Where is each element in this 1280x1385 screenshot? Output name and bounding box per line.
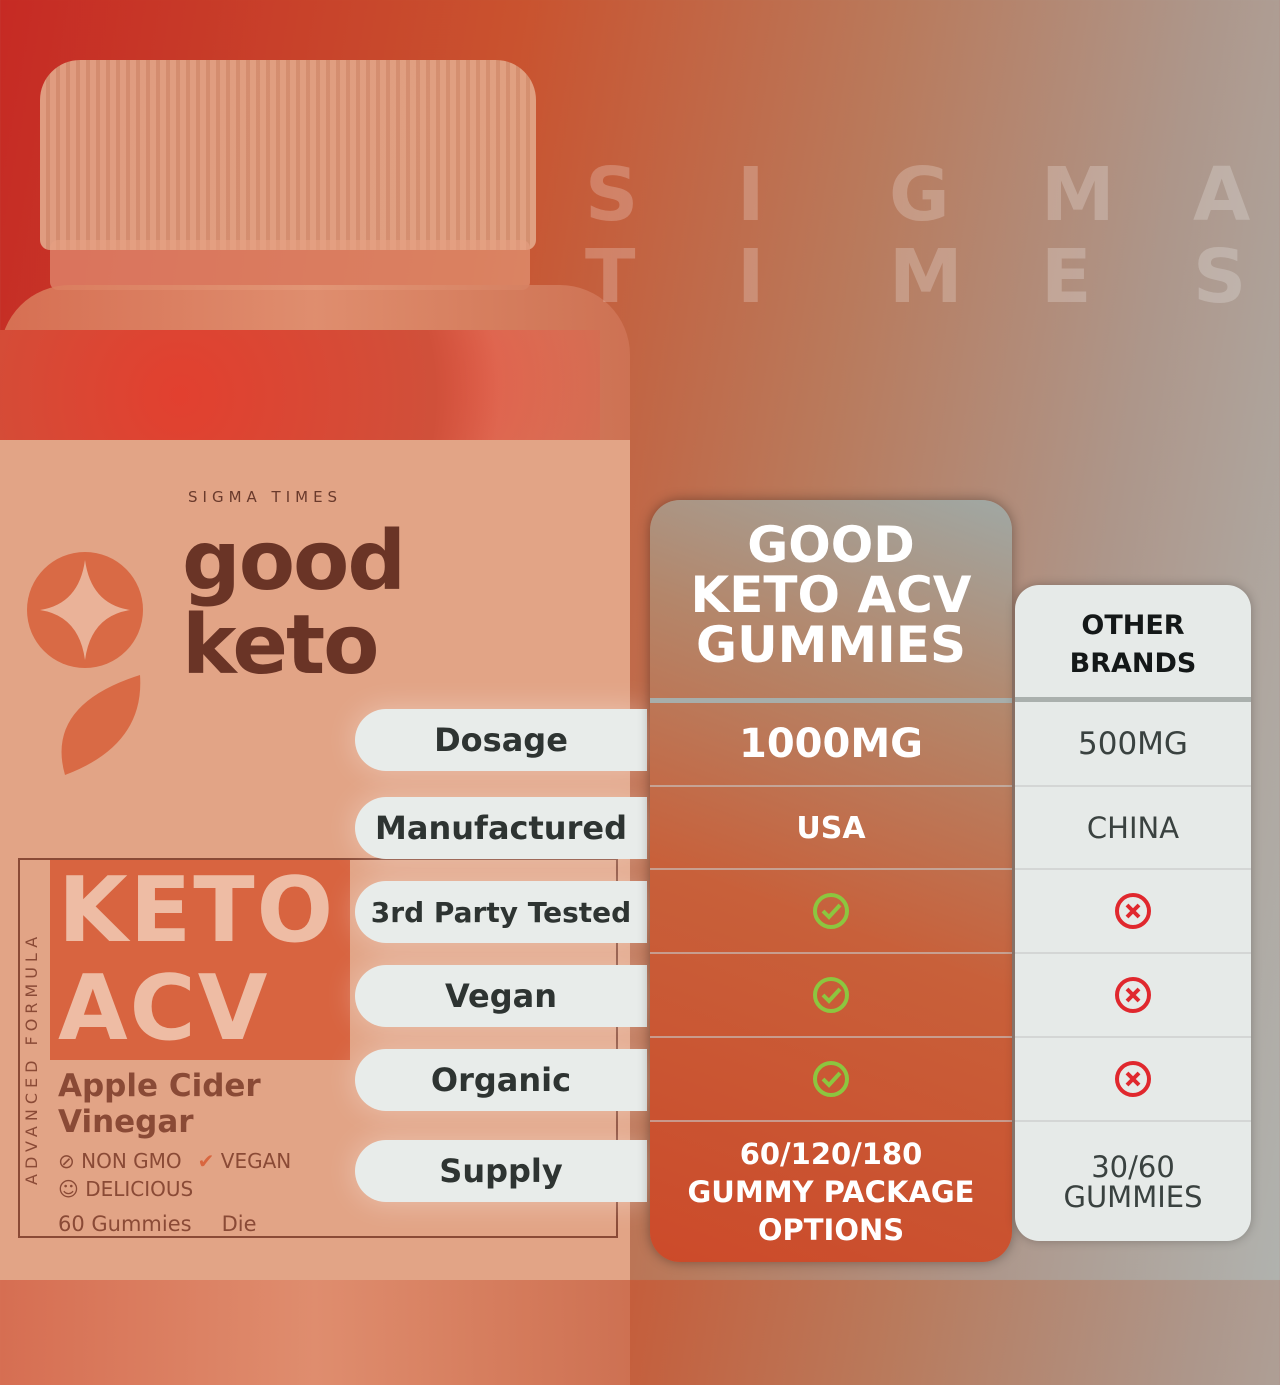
other-3rd-party — [1015, 868, 1251, 952]
smile-icon: ☺ — [58, 1177, 79, 1201]
good-supply: 60/120/180 GUMMY PACKAGE OPTIONS — [650, 1120, 1012, 1262]
other-manufactured: CHINA — [1015, 785, 1251, 869]
x-circle-icon — [1115, 1061, 1151, 1097]
good-manufactured: USA — [650, 785, 1012, 869]
other-vegan — [1015, 952, 1251, 1036]
good-3rd-party — [650, 868, 1012, 952]
good-dosage: 1000MG — [650, 698, 1012, 784]
row-label-supply: Supply — [355, 1140, 647, 1202]
row-label-vegan: Vegan — [355, 965, 647, 1027]
brand-name: good keto — [182, 514, 406, 693]
feature-delicious: ☺ DELICIOUS — [58, 1177, 194, 1201]
good-vegan — [650, 952, 1012, 1036]
label-bottom-row: 60 Gummies Die — [58, 1210, 346, 1238]
check-circle-icon — [813, 977, 849, 1013]
other-supply: 30/60 GUMMIES — [1015, 1120, 1251, 1241]
product-name: KETO ACV — [58, 858, 336, 1061]
other-dosage: 500MG — [1015, 697, 1251, 785]
product-subtitle: Apple Cider Vinegar — [58, 1068, 261, 1140]
leaf-icon: ✔ — [197, 1149, 215, 1173]
bottle-neck — [50, 240, 530, 290]
logo-icon — [27, 552, 143, 775]
feature-list: ⊘ NON GMO ✔ VEGAN ☺ DELICIOUS — [58, 1148, 346, 1202]
label-partial: Die — [221, 1212, 257, 1236]
other-organic — [1015, 1036, 1251, 1120]
row-label-organic: Organic — [355, 1049, 647, 1111]
other-brands-column: OTHER BRANDS 500MG CHINA 30/60 GUMMIES — [1015, 585, 1251, 1241]
good-keto-column: GOOD KETO ACV GUMMIES 1000MG USA 60/120/18… — [650, 500, 1012, 1262]
check-circle-icon — [813, 1061, 849, 1097]
non-gmo-icon: ⊘ — [58, 1149, 75, 1173]
feature-vegan: ✔ VEGAN — [197, 1149, 292, 1173]
feature-non-gmo: ⊘ NON GMO — [58, 1149, 182, 1173]
gummy-count: 60 Gummies — [58, 1212, 192, 1236]
other-brands-header: OTHER BRANDS — [1069, 610, 1197, 679]
bottle-cap — [40, 60, 536, 250]
brand-small: SIGMA TIMES — [188, 488, 343, 506]
vertical-text: ADVANCED FORMULA — [22, 931, 41, 1185]
good-keto-header: GOOD KETO ACV GUMMIES — [690, 516, 972, 674]
good-organic — [650, 1036, 1012, 1120]
label-box — [18, 858, 618, 1238]
label-content: KETO ACV Apple Cider Vinegar ⊘ NON GMO ✔… — [58, 862, 346, 1238]
product-band — [50, 860, 350, 1060]
check-circle-icon — [813, 893, 849, 929]
row-label-3rd-party: 3rd Party Tested — [355, 881, 647, 943]
x-circle-icon — [1115, 977, 1151, 1013]
row-label-manufactured: Manufactured — [355, 797, 647, 859]
x-circle-icon — [1115, 893, 1151, 929]
gummies — [0, 330, 600, 440]
row-label-dosage: Dosage — [355, 709, 647, 771]
